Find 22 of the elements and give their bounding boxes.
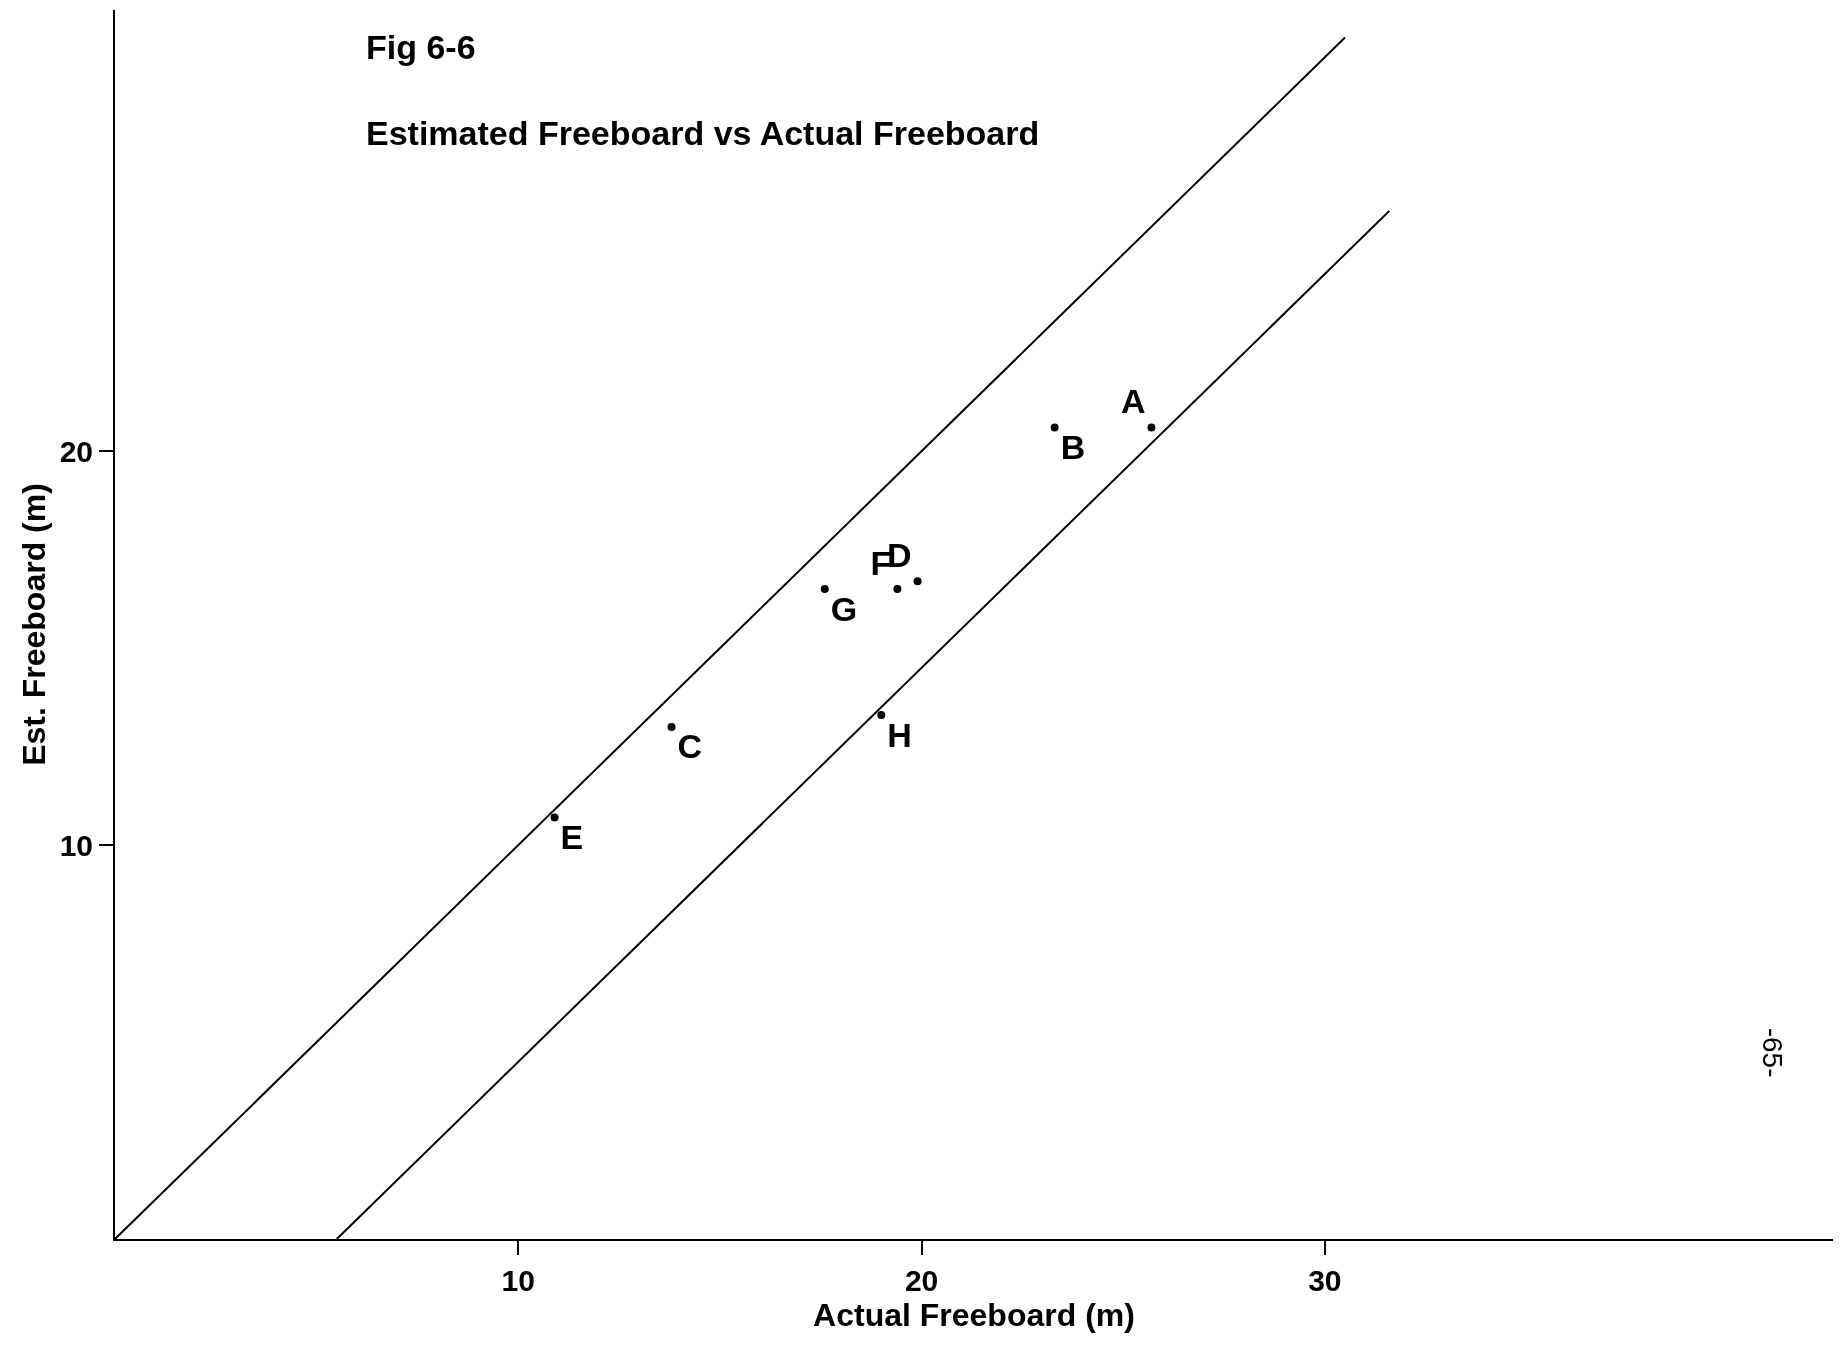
series-label: H — [887, 715, 912, 754]
x-tick-label: 10 — [501, 1264, 535, 1297]
series-label: B — [1060, 428, 1086, 467]
annotation: -65- — [1756, 1027, 1788, 1078]
point — [550, 813, 559, 822]
point — [913, 577, 922, 586]
text: Estimated Freeboard vs Actual Freeboard — [366, 114, 1040, 152]
x-tick-label: 20 — [904, 1264, 939, 1297]
series-label: C — [677, 727, 703, 766]
series-label: A — [1120, 382, 1146, 421]
point — [1050, 423, 1059, 432]
x-tick-label: 30 — [1308, 1264, 1342, 1297]
series-label: G — [830, 589, 858, 628]
point — [893, 585, 902, 594]
point — [877, 711, 886, 720]
point — [820, 585, 829, 594]
x-axis-title: Actual Freeboard (m) — [813, 1297, 1135, 1333]
text: Fig 6-6 — [366, 28, 476, 66]
series-label: E — [560, 818, 584, 857]
point — [1147, 423, 1156, 432]
y-axis-title: Est. Freeboard (m) — [16, 483, 53, 766]
point — [667, 722, 676, 731]
